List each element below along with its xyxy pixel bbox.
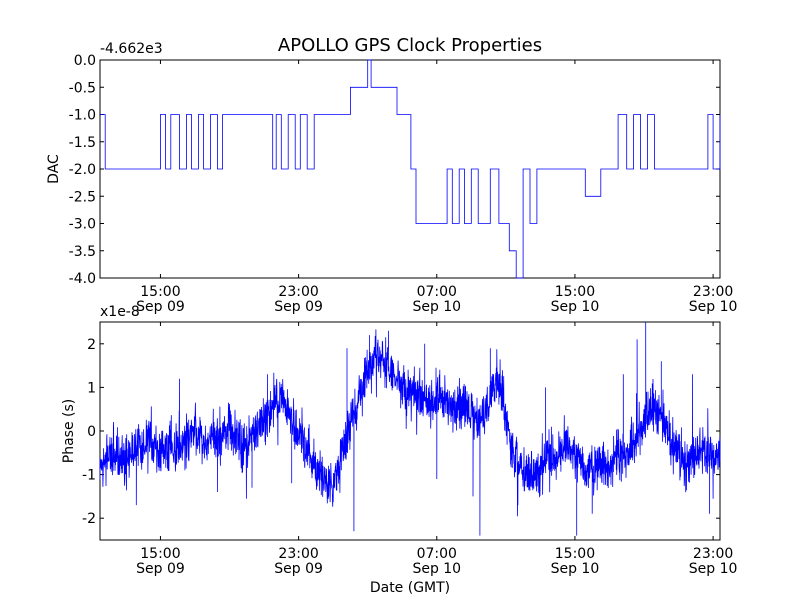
x-tick-label-time: 15:00: [555, 284, 595, 300]
x-tick-label-date: Sep 10: [689, 299, 738, 315]
y-tick-label: -3.0: [69, 217, 96, 233]
x-tick-label-date: Sep 10: [551, 299, 600, 315]
x-tick-label-date: Sep 10: [689, 561, 738, 577]
x-tick-label-time: 23:00: [278, 284, 318, 300]
y-tick-label: 0.0: [74, 53, 96, 69]
x-tick-label-time: 07:00: [417, 546, 457, 562]
x-tick-label-date: Sep 09: [136, 561, 185, 577]
y-tick-label: 2: [87, 337, 96, 353]
dac-series-line: [100, 59, 721, 279]
x-tick-label-time: 23:00: [278, 546, 318, 562]
top-panel: 0.0 -0.5 -1.0 -1.5 -2.0 -2.5 -3.0 -3.5 -4.0 15:00…: [46, 41, 737, 315]
top-offset-text: -4.662e3: [100, 41, 163, 57]
y-tick-label: -2.0: [69, 162, 96, 178]
top-axis-ticks: 0.0 -0.5 -1.0 -1.5 -2.0 -2.5 -3.0 -3.5 -4.0 15:00…: [69, 53, 738, 315]
x-tick-label-date: Sep 10: [551, 561, 600, 577]
y-tick-label: 0: [87, 424, 96, 440]
x-tick-label-date: Sep 10: [412, 561, 461, 577]
x-tick-label-date: Sep 09: [274, 299, 323, 315]
x-tick-label-time: 15:00: [140, 284, 180, 300]
y-tick-label: -2: [82, 511, 96, 527]
y-tick-label: -4.0: [69, 271, 96, 287]
figure-title: APOLLO GPS Clock Properties: [278, 35, 542, 56]
top-y-axis-label: DAC: [46, 154, 62, 184]
x-tick-label-time: 15:00: [140, 546, 180, 562]
y-tick-label: -0.5: [69, 80, 96, 96]
x-tick-label-date: Sep 09: [274, 561, 323, 577]
y-tick-label: -1.5: [69, 135, 96, 151]
x-tick-label-time: 23:00: [693, 546, 733, 562]
x-tick-label-time: 23:00: [693, 284, 733, 300]
y-tick-label: -2.5: [69, 189, 96, 205]
y-tick-label: 1: [87, 380, 96, 396]
bottom-x-axis-label: Date (GMT): [370, 580, 450, 596]
y-tick-label: -1.0: [69, 108, 96, 124]
x-tick-label-date: Sep 09: [136, 299, 185, 315]
bottom-y-axis-label: Phase (s): [61, 399, 77, 463]
x-tick-label-time: 07:00: [417, 284, 457, 300]
phase-series-line: [99, 321, 721, 536]
x-tick-label-time: 15:00: [555, 546, 595, 562]
y-tick-label: -1: [82, 468, 96, 484]
bottom-offset-text: x1e-8: [100, 304, 140, 320]
x-tick-label-date: Sep 10: [412, 299, 461, 315]
y-tick-label: -3.5: [69, 244, 96, 260]
